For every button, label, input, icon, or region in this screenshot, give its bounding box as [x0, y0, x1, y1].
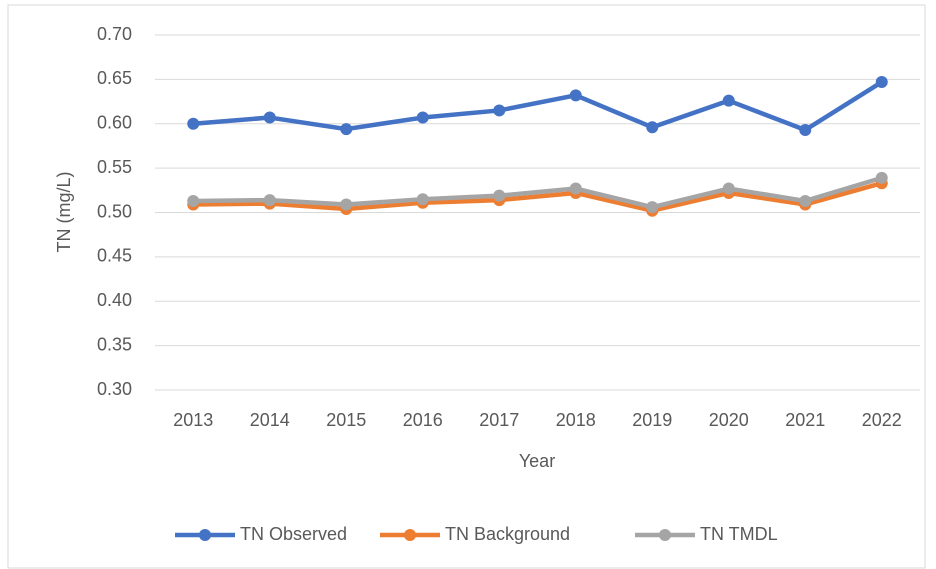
legend-label: TN TMDL	[700, 524, 778, 544]
x-axis-label: Year	[519, 451, 555, 471]
data-point	[187, 117, 200, 130]
legend-label: TN Observed	[240, 524, 347, 544]
y-tick-label: 0.45	[97, 246, 132, 266]
data-point	[493, 104, 506, 117]
data-point	[416, 193, 429, 206]
data-point	[340, 123, 353, 136]
y-tick-label: 0.65	[97, 68, 132, 88]
data-point	[875, 171, 888, 184]
y-tick-label: 0.40	[97, 290, 132, 310]
y-axis-label: TN (mg/L)	[54, 172, 74, 253]
data-point	[569, 89, 582, 102]
data-point	[875, 76, 888, 89]
data-point	[493, 189, 506, 202]
legend-marker	[404, 529, 416, 541]
series-line	[193, 175, 883, 210]
x-tick-label: 2015	[326, 410, 366, 430]
data-point	[569, 182, 582, 195]
data-point	[722, 94, 735, 107]
data-point	[646, 121, 659, 134]
series-line	[193, 181, 883, 213]
x-tick-label: 2018	[556, 410, 596, 430]
x-tick-label: 2020	[709, 410, 749, 430]
data-point	[799, 123, 812, 136]
y-tick-label: 0.70	[97, 24, 132, 44]
y-tick-label: 0.30	[97, 379, 132, 399]
legend-marker	[199, 529, 211, 541]
legend-label: TN Background	[445, 524, 570, 544]
y-tick-label: 0.35	[97, 334, 132, 354]
data-point	[263, 111, 276, 124]
data-point	[416, 111, 429, 124]
x-tick-label: 2013	[173, 410, 213, 430]
data-point	[722, 182, 735, 195]
y-tick-label: 0.60	[97, 113, 132, 133]
x-tick-label: 2021	[785, 410, 825, 430]
x-tick-label: 2022	[862, 410, 902, 430]
x-tick-label: 2016	[403, 410, 443, 430]
x-tick-label: 2019	[632, 410, 672, 430]
legend-marker	[659, 529, 671, 541]
y-tick-label: 0.50	[97, 201, 132, 221]
data-point	[646, 201, 659, 214]
data-point	[263, 194, 276, 207]
data-point	[187, 194, 200, 207]
series-line	[193, 80, 883, 133]
data-point	[340, 198, 353, 211]
x-tick-label: 2014	[250, 410, 290, 430]
data-point	[799, 194, 812, 207]
chart-frame	[7, 4, 926, 569]
x-tick-label: 2017	[479, 410, 519, 430]
y-tick-label: 0.55	[97, 157, 132, 177]
